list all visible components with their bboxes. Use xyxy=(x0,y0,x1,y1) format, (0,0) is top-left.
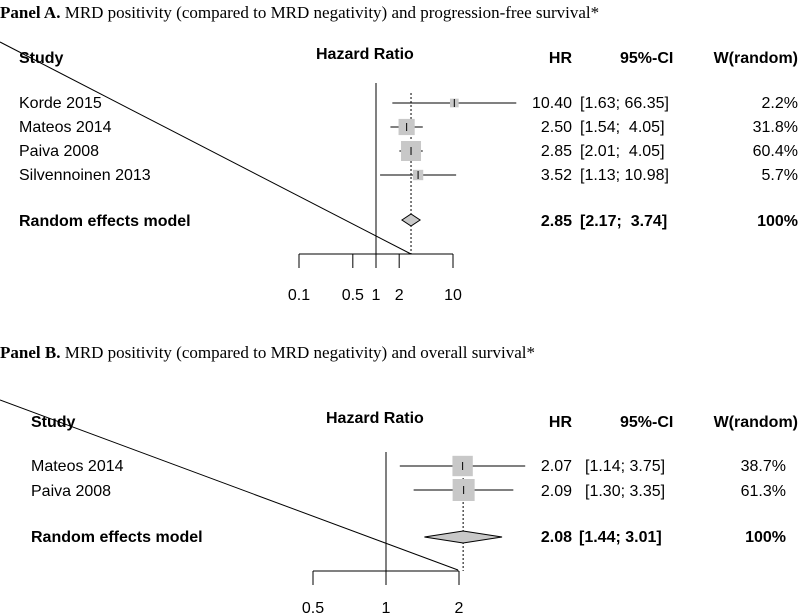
panel-b-tick-label: 0.5 xyxy=(302,600,324,615)
panel-b-tick-label: 1 xyxy=(382,600,391,615)
panel-b-pooled-name: Random effects model xyxy=(31,529,203,546)
panel-a-tick-label: 2 xyxy=(395,287,404,304)
panel-a-study-hr: 2.50 xyxy=(540,119,572,136)
panel-a-study-ci: [1.63; 66.35] xyxy=(580,95,669,112)
panel-b-study-ci: [1.14; 3.75] xyxy=(585,458,666,475)
panel-a-title-text: MRD positivity (compared to MRD negativi… xyxy=(64,3,600,22)
panel-b-study-hr: 2.09 xyxy=(540,483,572,500)
panel-b-header-ci: 95%-CI xyxy=(620,414,674,431)
panel-b-header-plot: Hazard Ratio xyxy=(326,410,424,427)
panel-a-label: Panel A. xyxy=(0,3,61,22)
panel-a-header-hr: HR xyxy=(548,50,572,67)
panel-b-title-text: MRD positivity (compared to MRD negativi… xyxy=(64,343,535,362)
panel-b-study-name: Mateos 2014 xyxy=(31,458,124,475)
panel-b-label: Panel B. xyxy=(0,343,61,362)
panel-b-pooled-weight: 100% xyxy=(745,529,786,546)
panel-b-tick-label: 2 xyxy=(455,600,464,615)
panel-a-study-weight: 31.8% xyxy=(752,119,798,136)
panel-a-header-study: Study xyxy=(19,50,64,67)
panel-b-pooled-hr: 2.08 xyxy=(540,529,572,546)
panel-a-study-ci: [2.01; 4.05] xyxy=(580,143,665,160)
panel-a-study-ci: [1.54; 4.05] xyxy=(580,119,665,136)
panel-a-tick-label: 10 xyxy=(444,287,462,304)
panel-a-study-weight: 5.7% xyxy=(761,167,798,184)
panel-a-study-weight: 2.2% xyxy=(761,95,798,112)
panel-a-study-hr: 2.85 xyxy=(540,143,572,160)
panel-a-pooled-diamond xyxy=(400,213,422,227)
panel-a-study-hr: 3.52 xyxy=(540,167,572,184)
panel-a-header-ci: 95%-CI xyxy=(620,50,674,67)
panel-b-title: Panel B. MRD positivity (compared to MRD… xyxy=(0,344,535,361)
panel-a-diagonal-line xyxy=(0,41,412,255)
panel-b-header-hr: HR xyxy=(548,414,572,431)
panel-a-pooled-name: Random effects model xyxy=(19,213,191,230)
panel-a-study-ci: [1.13; 10.98] xyxy=(580,167,669,184)
panel-b-study-name: Paiva 2008 xyxy=(31,483,112,500)
panel-a-header-plot: Hazard Ratio xyxy=(316,46,414,63)
panel-a-pooled-hr: 2.85 xyxy=(540,213,572,230)
panel-a-tick-label: 0.1 xyxy=(288,287,310,304)
panel-a-forest-plot: 0.1 0.5 1 2 10 xyxy=(288,83,517,304)
panel-b-pooled-ci: [1.44; 3.01] xyxy=(579,529,662,546)
panel-b-header-weight: W(random) xyxy=(713,414,798,431)
panel-a-pooled-weight: 100% xyxy=(757,213,798,230)
panel-a-tick-label: 1 xyxy=(372,287,381,304)
panel-a-study-name: Paiva 2008 xyxy=(19,143,100,160)
panel-b-forest-plot: 0.5 1 2 xyxy=(302,452,526,615)
panel-b-study-weight: 61.3% xyxy=(740,483,786,500)
panel-a-tick-label: 0.5 xyxy=(342,287,364,304)
panel-a-study-hr: 10.40 xyxy=(531,95,572,112)
panel-a-title: Panel A. MRD positivity (compared to MRD… xyxy=(0,4,599,21)
panel-b-pooled-diamond xyxy=(424,530,503,544)
panel-a-study-name: Mateos 2014 xyxy=(19,119,112,136)
panel-a-pooled-ci: [2.17; 3.74] xyxy=(580,213,668,230)
panel-b-study-ci: [1.30; 3.35] xyxy=(585,483,666,500)
panel-b-header-study: Study xyxy=(31,414,76,431)
panel-a-study-name: Silvennoinen 2013 xyxy=(19,167,151,184)
panel-a-study-weight: 60.4% xyxy=(752,143,798,160)
panel-a-header-weight: W(random) xyxy=(713,50,798,67)
panel-b-study-hr: 2.07 xyxy=(540,458,572,475)
panel-b-diagonal-line xyxy=(0,399,459,571)
panel-a-study-name: Korde 2015 xyxy=(19,95,102,112)
panel-b-study-weight: 38.7% xyxy=(740,458,786,475)
